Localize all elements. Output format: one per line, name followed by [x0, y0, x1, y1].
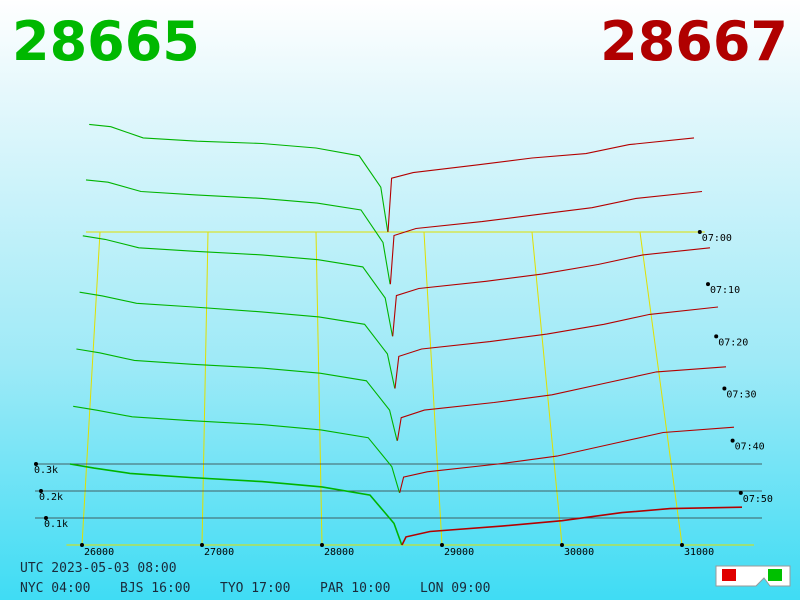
price-tick — [320, 543, 324, 547]
price-grid-line — [201, 231, 209, 546]
ask-depth-line — [401, 506, 743, 546]
price-tick-label: 29000 — [444, 547, 474, 558]
time-tick — [738, 490, 743, 495]
volume-tick — [44, 516, 48, 520]
bid-price: 28665 — [12, 10, 200, 73]
utc-time: UTC 2023-05-03 08:00 — [20, 561, 177, 576]
ask-depth-line — [399, 426, 735, 493]
bid-depth-line — [82, 235, 394, 337]
volume-tick-label: 0.1k — [44, 519, 68, 530]
volume-tick — [34, 462, 38, 466]
time-tick — [722, 386, 727, 391]
price-grid-line — [639, 231, 683, 546]
time-tick-label: 07:00 — [702, 233, 732, 244]
bid-depth-line — [69, 463, 403, 546]
bid-depth-line — [76, 348, 398, 441]
city-time: PAR 10:00 — [320, 581, 390, 596]
time-tick-label: 07:10 — [710, 285, 740, 296]
time-tick-label: 07:40 — [735, 442, 765, 453]
price-tick-label: 27000 — [204, 547, 234, 558]
ask-depth-line — [389, 190, 703, 285]
price-tick — [560, 543, 564, 547]
bid-depth-line — [89, 123, 389, 233]
ask-depth-line — [387, 137, 695, 233]
volume-tick-label: 0.3k — [34, 465, 58, 476]
price-grid-line — [531, 231, 563, 546]
bid-depth-line — [73, 405, 401, 493]
city-time: NYC 04:00 — [20, 581, 90, 596]
volume-tick-label: 0.2k — [39, 492, 63, 503]
price-tick-label: 26000 — [84, 547, 114, 558]
price-tick-label: 30000 — [564, 547, 594, 558]
price-tick-label: 28000 — [324, 547, 354, 558]
glasses-icon — [715, 565, 791, 587]
time-tick — [706, 282, 710, 287]
ask-depth-line — [394, 306, 719, 389]
time-tick — [714, 334, 719, 339]
ask-depth-line — [392, 247, 711, 337]
price-tick-label: 31000 — [684, 547, 714, 558]
ask-depth-line — [396, 366, 727, 441]
city-time: BJS 16:00 — [120, 581, 190, 596]
time-tick — [730, 438, 735, 443]
price-tick — [680, 543, 684, 547]
volume-tick — [39, 489, 43, 493]
bid-depth-line — [79, 291, 396, 389]
ask-price: 28667 — [600, 10, 788, 73]
time-tick-label: 07:20 — [718, 337, 748, 348]
price-tick — [440, 543, 444, 547]
time-tick — [697, 230, 702, 234]
time-tick-label: 07:50 — [743, 494, 773, 505]
price-tick — [80, 543, 84, 547]
price-grid-line — [423, 231, 443, 546]
time-tick-label: 07:30 — [726, 390, 756, 401]
price-tick — [200, 543, 204, 547]
bid-depth-line — [85, 179, 391, 285]
city-time: LON 09:00 — [420, 581, 490, 596]
price-grid-line — [81, 231, 101, 546]
price-grid-line — [315, 231, 323, 546]
city-time: TYO 17:00 — [220, 581, 290, 596]
